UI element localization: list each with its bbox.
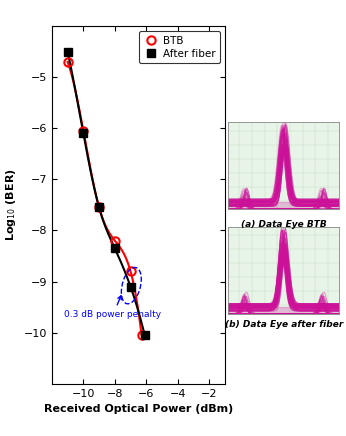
Line: BTB: BTB: [63, 58, 146, 339]
BTB: [139, 333, 144, 338]
BTB: [128, 269, 133, 274]
Line: After fiber: After fiber: [63, 48, 149, 339]
Text: (b) Data Eye after fiber: (b) Data Eye after fiber: [225, 320, 343, 330]
Legend: BTB, After fiber: BTB, After fiber: [139, 31, 220, 63]
After fiber: [128, 284, 133, 289]
Y-axis label: Log$_{10}$ (BER): Log$_{10}$ (BER): [4, 169, 18, 241]
After fiber: [65, 49, 70, 54]
BTB: [65, 59, 70, 65]
Text: 0.3 dB power penalty: 0.3 dB power penalty: [64, 296, 162, 319]
BTB: [113, 238, 117, 243]
After fiber: [143, 333, 147, 338]
Text: (a) Data Eye BTB: (a) Data Eye BTB: [241, 220, 327, 229]
BTB: [97, 205, 101, 210]
After fiber: [113, 246, 117, 251]
X-axis label: Received Optical Power (dBm): Received Optical Power (dBm): [44, 404, 233, 414]
After fiber: [97, 205, 101, 210]
After fiber: [81, 131, 85, 136]
BTB: [81, 128, 85, 133]
